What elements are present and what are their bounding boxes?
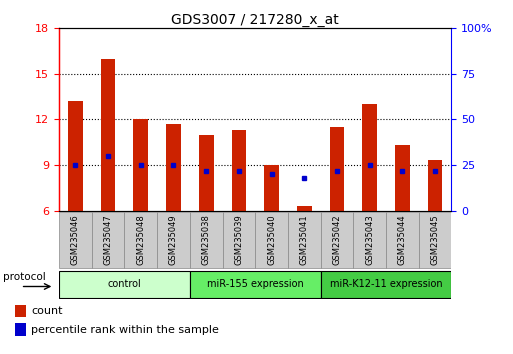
Text: GSM235047: GSM235047 xyxy=(104,215,112,265)
Title: GDS3007 / 217280_x_at: GDS3007 / 217280_x_at xyxy=(171,13,339,27)
Bar xyxy=(297,206,311,211)
Text: miR-K12-11 expression: miR-K12-11 expression xyxy=(330,279,442,289)
Bar xyxy=(15,305,26,317)
Bar xyxy=(190,212,223,268)
Text: GSM235041: GSM235041 xyxy=(300,215,309,265)
Text: GSM235042: GSM235042 xyxy=(332,215,342,265)
Bar xyxy=(124,212,157,268)
Text: GSM235045: GSM235045 xyxy=(430,215,440,265)
Bar xyxy=(157,212,190,268)
Bar xyxy=(264,165,279,211)
Text: GSM235048: GSM235048 xyxy=(136,215,145,265)
Bar xyxy=(386,212,419,268)
Text: protocol: protocol xyxy=(3,273,46,282)
Bar xyxy=(15,324,26,336)
Bar xyxy=(190,270,321,298)
Text: GSM235038: GSM235038 xyxy=(202,215,211,265)
Bar xyxy=(92,212,125,268)
Bar xyxy=(199,135,213,211)
Text: miR-155 expression: miR-155 expression xyxy=(207,279,304,289)
Bar xyxy=(362,104,377,211)
Bar xyxy=(428,160,442,211)
Bar xyxy=(255,212,288,268)
Bar xyxy=(353,212,386,268)
Bar xyxy=(321,270,451,298)
Text: GSM235040: GSM235040 xyxy=(267,215,276,265)
Bar xyxy=(133,120,148,211)
Bar xyxy=(288,212,321,268)
Bar xyxy=(166,124,181,211)
Bar xyxy=(231,130,246,211)
Text: GSM235043: GSM235043 xyxy=(365,215,374,265)
Text: control: control xyxy=(108,279,141,289)
Text: GSM235046: GSM235046 xyxy=(71,215,80,265)
Text: percentile rank within the sample: percentile rank within the sample xyxy=(31,325,219,335)
Text: GSM235044: GSM235044 xyxy=(398,215,407,265)
Bar xyxy=(223,212,255,268)
Bar xyxy=(59,212,92,268)
Bar xyxy=(68,101,83,211)
Text: count: count xyxy=(31,306,63,316)
Bar xyxy=(101,59,115,211)
Text: GSM235049: GSM235049 xyxy=(169,215,178,265)
Bar xyxy=(395,145,410,211)
Text: GSM235039: GSM235039 xyxy=(234,215,243,265)
Bar xyxy=(419,212,451,268)
Bar xyxy=(59,270,190,298)
Bar xyxy=(330,127,344,211)
Bar xyxy=(321,212,353,268)
